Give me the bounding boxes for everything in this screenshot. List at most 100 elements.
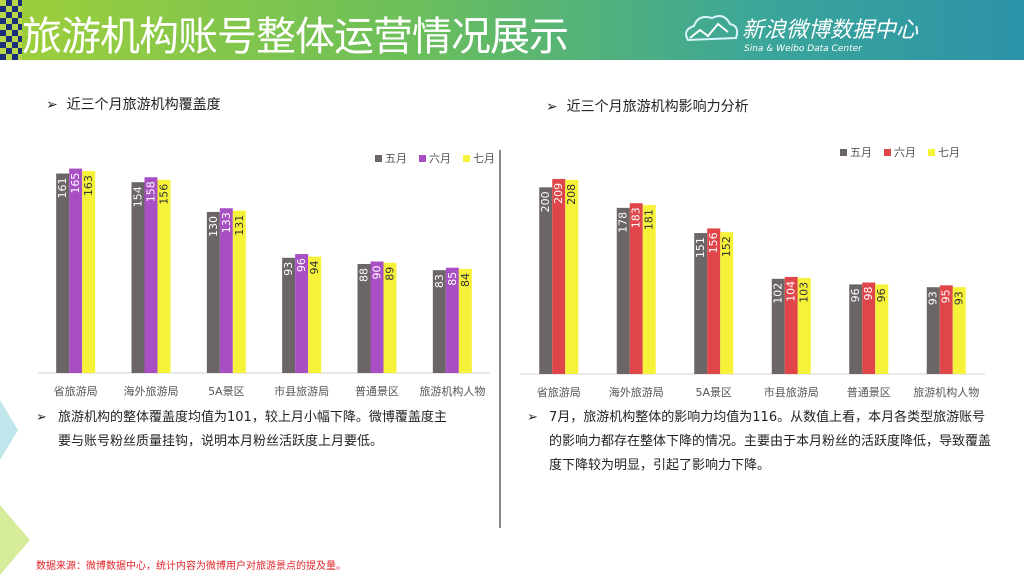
decoration-triangle <box>0 400 18 460</box>
x-tick-label: 普通景区 <box>847 385 891 399</box>
influence-chart: 200 209 208 省旅游局 178 183 181 海外旅游局 151 156 152 5A景区… <box>520 146 985 399</box>
x-tick-label: 5A景区 <box>208 385 245 398</box>
data-label: 96 <box>875 288 888 302</box>
bar-五月 <box>56 173 70 373</box>
right-summary-text: 7月，旅游机构整体的影响力均值为116。从数值上看，本月各类型旅游账号的影响力都… <box>549 410 992 473</box>
legend-label: 六月 <box>894 146 916 159</box>
right-heading-text: 近三个月旅游机构影响力分析 <box>566 99 749 115</box>
bar-六月 <box>445 267 459 373</box>
bar-七月 <box>720 232 734 374</box>
x-tick-label: 市县旅游局 <box>274 384 329 398</box>
bar-六月 <box>69 168 83 373</box>
left-heading-text: 近三个月旅游机构覆盖度 <box>66 97 221 113</box>
checker-decoration <box>0 0 22 60</box>
left-summary-text: 旅游机构的整体覆盖度均值为101，较上月小幅下降。微博覆盖度主要与账号粉丝质量挂… <box>58 410 447 449</box>
bar-七月 <box>383 262 397 373</box>
weibo-cloud-logo-icon <box>685 15 739 42</box>
data-label: 152 <box>720 236 733 257</box>
legend-swatch <box>463 155 470 162</box>
data-label: 84 <box>459 273 472 287</box>
legend-swatch <box>840 149 847 156</box>
data-label: 96 <box>295 258 308 272</box>
bar-五月 <box>771 278 785 374</box>
bar-七月 <box>458 268 472 373</box>
legend-label: 七月 <box>938 146 960 159</box>
data-label: 183 <box>630 207 643 228</box>
bar-五月 <box>282 257 296 373</box>
bar-五月 <box>357 263 371 373</box>
data-label: 154 <box>132 186 145 207</box>
header-banner: 旅游机构账号整体运营情况展示 新浪微博数据中心 Sina & Weibo Dat… <box>0 0 1024 60</box>
bar-六月 <box>707 228 721 374</box>
x-tick-label: 5A景区 <box>695 386 732 399</box>
x-tick-label: 省旅游局 <box>537 385 581 399</box>
decoration-triangle <box>0 505 30 575</box>
data-label: 98 <box>862 287 875 301</box>
data-label: 156 <box>707 232 720 253</box>
data-label: 209 <box>552 183 565 204</box>
left-heading: ➢ 近三个月旅游机构覆盖度 <box>46 97 221 113</box>
bar-六月 <box>219 208 233 373</box>
bar-五月 <box>131 182 145 373</box>
data-label: 83 <box>433 274 446 288</box>
data-label: 95 <box>940 289 953 303</box>
data-label: 93 <box>927 291 940 305</box>
bar-七月 <box>232 210 246 373</box>
coverage-chart: 161 165 163 省旅游局 154 158 156 海外旅游局 130 133 131 5A景区… <box>38 152 495 398</box>
bar-七月 <box>565 179 579 374</box>
data-label: 163 <box>82 175 95 196</box>
bar-七月 <box>952 287 966 374</box>
logo-en: Sina & Weibo Data Center <box>744 44 862 54</box>
data-label: 102 <box>772 283 785 304</box>
bar-六月 <box>862 282 876 374</box>
data-label: 88 <box>358 268 371 282</box>
data-label: 90 <box>371 266 384 280</box>
logo-cn: 新浪微博数据中心 <box>742 18 919 43</box>
bar-六月 <box>552 178 566 374</box>
bar-五月 <box>206 211 220 373</box>
data-label: 181 <box>643 209 656 230</box>
legend-label: 五月 <box>385 152 407 165</box>
data-label: 151 <box>694 237 707 258</box>
bar-七月 <box>642 205 656 374</box>
source-note: 数据来源：微博数据中心，统计内容为微博用户对旅游景点的提及量。 <box>36 561 346 572</box>
bar-五月 <box>694 233 708 374</box>
legend-swatch <box>884 149 891 156</box>
data-label: 103 <box>798 282 811 303</box>
right-summary: ➢ 7月，旅游机构整体的影响力均值为116。从数值上看，本月各类型旅游账号的影响力… <box>527 410 992 473</box>
data-label: 158 <box>145 181 158 202</box>
data-label: 200 <box>539 191 552 212</box>
data-label: 130 <box>207 216 220 237</box>
x-tick-label: 旅游机构人物 <box>419 384 485 398</box>
bar-七月 <box>308 256 322 373</box>
data-label: 208 <box>565 184 578 205</box>
bar-六月 <box>295 254 309 373</box>
bar-六月 <box>629 203 643 374</box>
data-label: 178 <box>617 212 630 233</box>
brand-logo: 新浪微博数据中心 Sina & Weibo Data Center <box>742 12 918 54</box>
bar-七月 <box>82 171 96 373</box>
bar-七月 <box>875 284 889 374</box>
bar-七月 <box>797 277 811 374</box>
data-label: 161 <box>56 178 69 199</box>
legend-swatch <box>375 155 382 162</box>
x-tick-label: 海外旅游局 <box>124 384 179 398</box>
bar-五月 <box>432 270 446 373</box>
bar-五月 <box>616 207 630 374</box>
data-label: 93 <box>953 291 966 305</box>
legend-label: 七月 <box>473 152 495 165</box>
x-tick-label: 市县旅游局 <box>764 385 819 399</box>
page-title: 旅游机构账号整体运营情况展示 <box>22 14 569 60</box>
data-label: 96 <box>849 288 862 302</box>
bar-五月 <box>926 287 940 374</box>
bar-五月 <box>539 187 553 374</box>
legend-label: 六月 <box>429 152 451 165</box>
data-label: 93 <box>282 262 295 276</box>
bar-五月 <box>849 284 863 374</box>
legend-label: 五月 <box>850 146 872 159</box>
bar-六月 <box>939 285 953 374</box>
data-label: 131 <box>233 215 246 236</box>
bar-七月 <box>157 179 171 373</box>
x-tick-label: 旅游机构人物 <box>913 385 979 399</box>
divider <box>499 150 501 528</box>
